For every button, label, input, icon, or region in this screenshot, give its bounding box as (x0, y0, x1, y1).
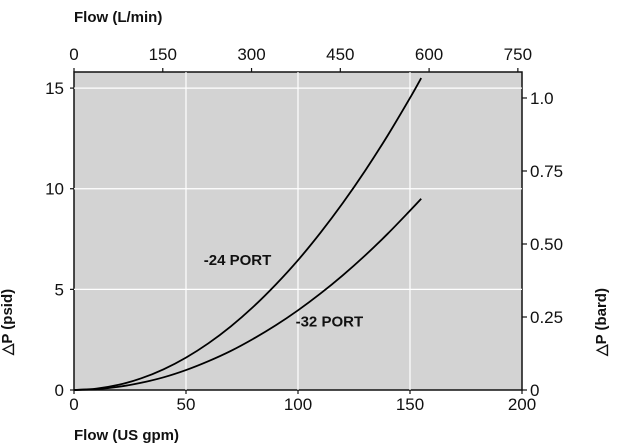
series-24-port-line (73, 77, 422, 391)
y-tick-label: 10 (45, 180, 64, 199)
y-tick-label: 5 (55, 280, 64, 299)
top-x-tick-label: 450 (326, 45, 354, 64)
right-y-tick-label: 1.0 (530, 89, 554, 108)
top-x-tick-label: 150 (149, 45, 177, 64)
series-32-port-line (73, 198, 422, 391)
x-tick-label: 200 (508, 395, 536, 414)
x-tick-label: 50 (177, 395, 196, 414)
right-y-axis-title: △P (bard) (593, 288, 610, 357)
x-tick-label: 150 (396, 395, 424, 414)
series-label-32-port: -32 PORT (296, 314, 364, 331)
y-tick-label: 15 (45, 79, 64, 98)
y-tick-label: 0 (55, 381, 64, 400)
x-tick-label: 0 (69, 395, 78, 414)
axis-labels: Flow (L/min) Flow (US gpm) △P (psid) △P (ba… (0, 9, 610, 444)
right-y-tick-label: 0.25 (530, 308, 563, 327)
series-lines (73, 77, 422, 391)
left-y-axis-title: △P (psid) (0, 289, 16, 356)
top-x-axis-title: Flow (L/min) (74, 9, 162, 26)
top-x-tick-label: 0 (69, 45, 78, 64)
top-x-tick-label: 750 (504, 45, 532, 64)
right-y-tick-label: 0.75 (530, 162, 563, 181)
right-y-tick-label: 0 (530, 381, 539, 400)
bottom-x-axis-title: Flow (US gpm) (74, 427, 179, 444)
x-tick-label: 100 (284, 395, 312, 414)
grid-lines (74, 72, 522, 390)
top-x-tick-label: 300 (237, 45, 265, 64)
top-x-tick-label: 600 (415, 45, 443, 64)
right-y-tick-label: 0.50 (530, 235, 563, 254)
series-label-24-port: -24 PORT (204, 252, 272, 269)
